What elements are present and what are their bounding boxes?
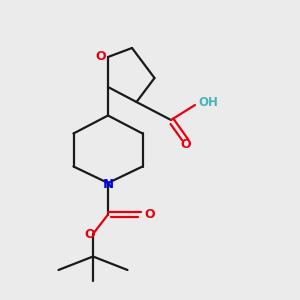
Text: OH: OH bbox=[198, 95, 218, 109]
Text: N: N bbox=[102, 178, 114, 191]
Text: O: O bbox=[144, 208, 154, 221]
Text: O: O bbox=[181, 138, 191, 152]
Text: O: O bbox=[95, 50, 106, 64]
Text: O: O bbox=[84, 227, 95, 241]
